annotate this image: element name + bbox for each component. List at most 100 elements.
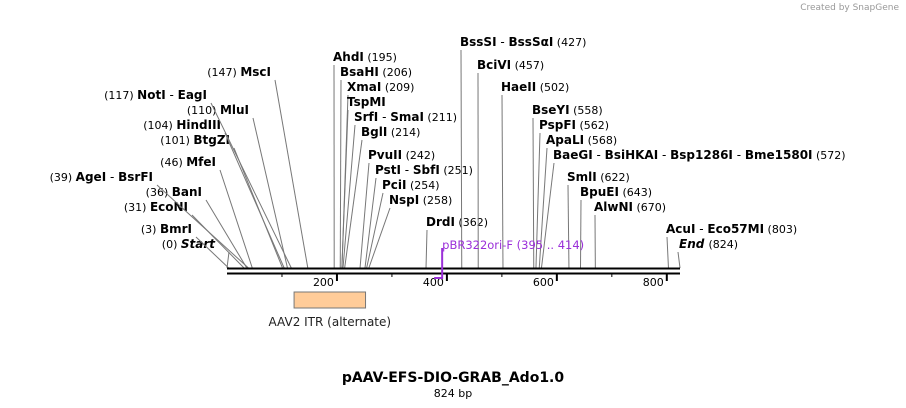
site-connector-line xyxy=(156,184,249,269)
site-connector-line xyxy=(567,184,570,269)
tick-label: 400 xyxy=(423,276,444,289)
site-connector-line xyxy=(501,94,504,269)
enzyme-site-bani[interactable]: (36) BanI xyxy=(146,185,248,269)
site-label-text: (39) AgeI - BsrFI xyxy=(50,170,153,184)
tick-label: 800 xyxy=(643,276,664,289)
site-label-text: DrdI (362) xyxy=(426,215,488,229)
site-connector-line xyxy=(666,236,669,269)
site-label-text: PciI (254) xyxy=(382,178,440,192)
enzyme-site-ahdi[interactable]: AhdI (195) xyxy=(333,50,397,269)
site-connector-line xyxy=(219,169,253,269)
map-length: 824 bp xyxy=(434,387,472,400)
enzyme-site-noti[interactable]: (117) NotI - EagI xyxy=(104,88,292,269)
snapgene-credit: Created by SnapGene xyxy=(800,3,899,13)
enzyme-site-bcivi[interactable]: BciVI (457) xyxy=(477,58,544,269)
site-label-text: (31) EcoNI xyxy=(124,200,188,214)
enzyme-site-agei[interactable]: (39) AgeI - BsrFI xyxy=(50,170,249,269)
site-connector-line xyxy=(191,214,245,269)
enzyme-site-bmri[interactable]: (3) BmrI xyxy=(141,222,229,269)
ruler-tick-400: 400 xyxy=(423,274,448,289)
site-connector-line xyxy=(364,177,377,269)
enzyme-site-psti[interactable]: PstI - SbfI (251) xyxy=(364,163,473,269)
site-label-text: PstI - SbfI (251) xyxy=(375,163,473,177)
site-connector-line xyxy=(677,251,681,269)
site-label-text: BssSI - BssSαI (427) xyxy=(460,35,586,49)
feature-label: AAV2 ITR (alternate) xyxy=(269,315,392,329)
enzyme-site-pcii[interactable]: PciI (254) xyxy=(366,178,440,269)
site-label-text: AlwNI (670) xyxy=(594,200,666,214)
site-connector-line xyxy=(252,117,288,269)
site-connector-line xyxy=(425,229,428,269)
enzyme-site-bpuei[interactable]: BpuEI (643) xyxy=(579,185,652,269)
enzyme-site-smli[interactable]: SmlI (622) xyxy=(567,170,630,269)
primer-arrow xyxy=(434,248,444,279)
enzyme-site-bsahi[interactable]: BsaHI (206) xyxy=(339,65,412,269)
enzyme-site-mfei[interactable]: (46) MfeI xyxy=(160,155,253,269)
enzyme-site-nspi[interactable]: NspI (258) xyxy=(368,193,452,269)
site-label-text: AcuI - Eco57MI (803) xyxy=(666,222,797,236)
ruler-tick-800: 800 xyxy=(643,274,668,289)
site-connector-line xyxy=(210,102,292,269)
enzyme-site-pspfi[interactable]: PspFI (562) xyxy=(535,118,609,269)
enzyme-site-bgli[interactable]: BglI (214) xyxy=(344,125,421,269)
site-label-text: PvuII (242) xyxy=(368,148,435,162)
primer-pbr322ori-f[interactable]: pBR322ori-F (395 .. 414) xyxy=(434,238,584,279)
enzyme-site-bseyi[interactable]: BseYI (558) xyxy=(532,103,603,269)
enzyme-site-mlui[interactable]: (110) MluI xyxy=(187,103,288,269)
site-label-text: SmlI (622) xyxy=(567,170,630,184)
enzyme-site-hindiii[interactable]: (104) HindIII xyxy=(143,118,285,269)
enzyme-site-xmai[interactable]: XmaI (209) xyxy=(341,80,415,269)
ruler: 200 400 600 800 xyxy=(281,274,668,289)
site-connector-line xyxy=(226,251,230,269)
site-label-text: (110) MluI xyxy=(187,103,249,117)
site-label-text: (117) NotI - EagI xyxy=(104,88,207,102)
site-connector-line xyxy=(341,109,349,269)
site-connector-line xyxy=(535,132,541,269)
enzyme-site-baegi[interactable]: BaeGI - BsiHKAI - Bsp1286I - Bme1580I (5… xyxy=(540,148,846,269)
site-label-text: ApaLI (568) xyxy=(546,133,617,147)
enzyme-site-econi[interactable]: (31) EcoNI xyxy=(124,200,245,269)
site-connector-line xyxy=(342,124,356,269)
enzyme-site-haeii[interactable]: HaeII (502) xyxy=(501,80,569,269)
enzyme-site-apali[interactable]: ApaLI (568) xyxy=(538,133,617,269)
site-label-text: TspMI xyxy=(347,95,386,109)
site-label-text: XmaI (209) xyxy=(347,80,414,94)
enzyme-site-msci[interactable]: (147) MscI xyxy=(207,65,309,269)
site-connector-line xyxy=(368,207,391,269)
primer-label: pBR322ori-F (395 .. 414) xyxy=(442,238,584,252)
site-connector-line xyxy=(366,192,384,269)
site-label-text: SrfI - SmaI (211) xyxy=(354,110,457,124)
site-label-text: BglI (214) xyxy=(361,125,420,139)
tick-label: 600 xyxy=(533,276,554,289)
site-label-text: BseYI (558) xyxy=(532,103,603,117)
enzyme-site-acui[interactable]: AcuI - Eco57MI (803) xyxy=(666,222,797,269)
site-label-text: (104) HindIII xyxy=(143,118,221,132)
site-label-text: PspFI (562) xyxy=(539,118,609,132)
site-label-text: (46) MfeI xyxy=(160,155,216,169)
site-connector-line xyxy=(274,79,309,269)
features: AAV2 ITR (alternate) xyxy=(269,291,392,329)
site-label-text: NspI (258) xyxy=(389,193,452,207)
end-marker-end[interactable]: End (824) xyxy=(677,237,738,269)
site-label-text: BaeGI - BsiHKAI - Bsp1286I - Bme1580I (5… xyxy=(553,148,846,162)
site-label-text: (101) BtgZI xyxy=(160,133,230,147)
feature-aav2-itr-alternate[interactable]: AAV2 ITR (alternate) xyxy=(269,291,392,329)
site-label-text: (36) BanI xyxy=(146,185,202,199)
site-connector-line xyxy=(359,162,370,269)
enzyme-site-pvuii[interactable]: PvuII (242) xyxy=(359,148,435,269)
site-connector-line xyxy=(224,132,285,269)
site-connector-line xyxy=(205,199,248,269)
primers: pBR322ori-F (395 .. 414) xyxy=(434,238,584,279)
enzyme-site-srfi[interactable]: SrfI - SmaI (211) xyxy=(342,110,457,269)
site-labels: (0) Start End (824)(3) BmrI(31) EcoNI(36)… xyxy=(50,35,846,269)
enzyme-site-bsssi[interactable]: BssSI - BssSαI (427) xyxy=(460,35,586,269)
site-label-text: AhdI (195) xyxy=(333,50,397,64)
enzyme-site-tspmi[interactable]: TspMI xyxy=(341,95,386,269)
site-label-text: (3) BmrI xyxy=(141,222,192,236)
enzyme-site-drdi[interactable]: DrdI (362) xyxy=(425,215,488,269)
enzyme-site-alwni[interactable]: AlwNI (670) xyxy=(594,200,666,269)
site-label-text: End (824) xyxy=(679,237,738,251)
site-label-text: BciVI (457) xyxy=(477,58,544,72)
site-connector-line xyxy=(540,162,555,269)
site-connector-line xyxy=(532,117,535,269)
